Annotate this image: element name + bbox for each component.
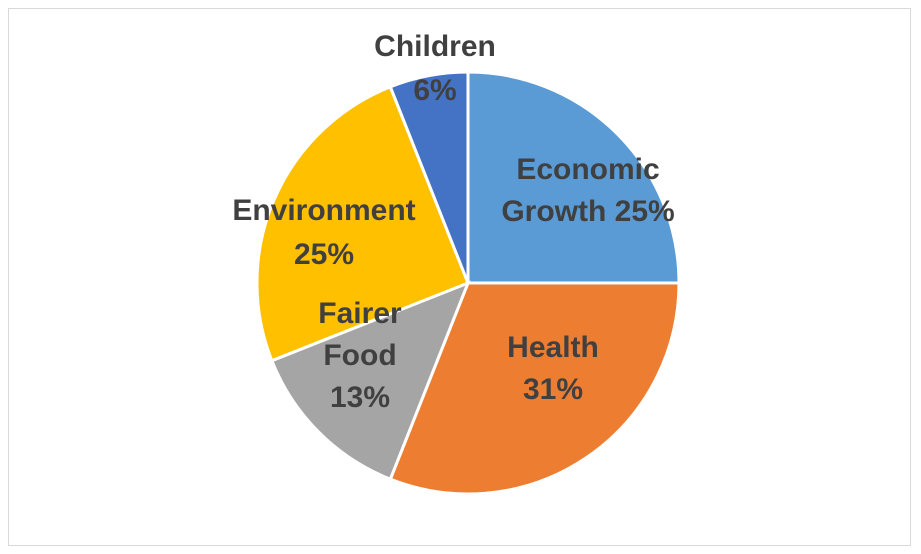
data-label-line: Growth 25%	[501, 195, 674, 228]
data-label-environment: Environment 25%	[232, 194, 415, 271]
data-label-line: 13%	[330, 381, 390, 414]
data-label-line: Food	[323, 339, 396, 372]
pie-labels: Economic Growth 25% Health 31% Fairer Food 13%…	[232, 30, 674, 414]
data-label-line: Fairer	[318, 297, 402, 330]
pie-slice-children	[388, 70, 470, 284]
data-label-line: Environment	[232, 194, 415, 227]
data-label-line: Children	[374, 30, 496, 63]
data-label-line: Health	[507, 331, 599, 364]
data-label-line: 31%	[523, 373, 583, 406]
pie-slice-health	[388, 281, 681, 496]
data-label-line: Economic	[516, 153, 659, 186]
pie-slice-economic-growth	[466, 70, 681, 285]
data-label-line: 6%	[413, 74, 456, 107]
pie-slice-fairer-food	[269, 280, 471, 482]
data-label-economic-growth: Economic Growth 25%	[501, 153, 674, 228]
pie-slice-environment	[255, 84, 470, 363]
data-label-health: Health 31%	[507, 331, 599, 406]
data-label-line: 25%	[294, 238, 354, 271]
data-label-children: Children 6%	[374, 30, 496, 107]
data-label-fairer-food: Fairer Food 13%	[318, 297, 402, 414]
pie-slices	[255, 70, 681, 496]
